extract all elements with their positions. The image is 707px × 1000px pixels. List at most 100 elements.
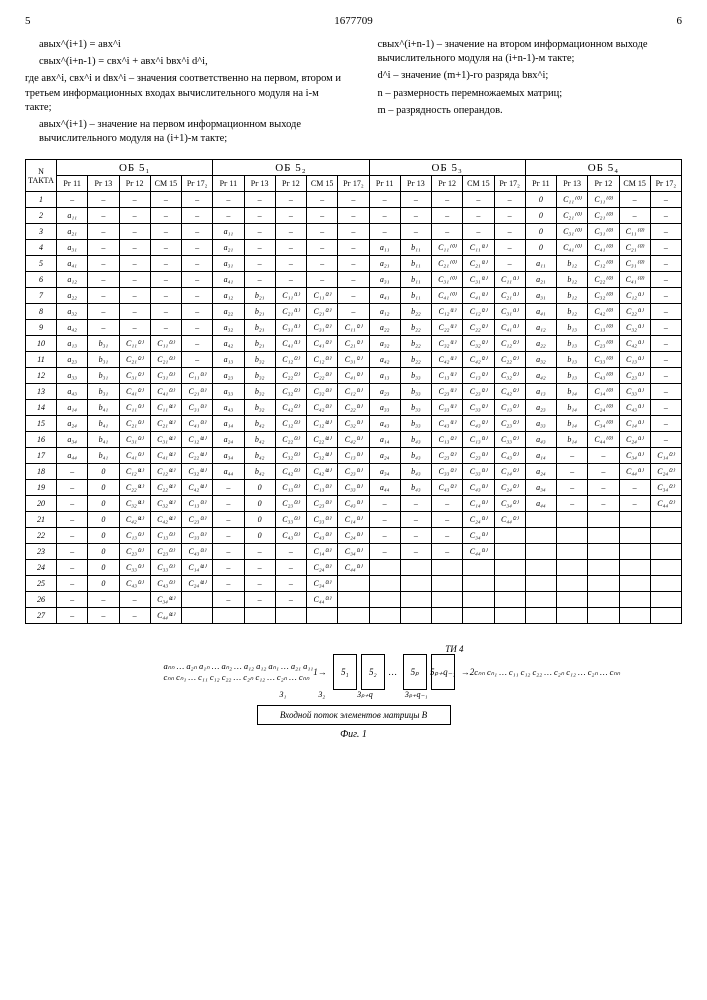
table-cell: C₁₄⁽¹⁾ — [619, 416, 650, 432]
table-cell: C₁₂⁽⁴⁾ — [182, 432, 213, 448]
table-cell: 16 — [26, 432, 57, 448]
table-cell: a₁₃ — [525, 384, 556, 400]
table-cell: C₃₄⁽³⁾ — [338, 544, 369, 560]
table-row: 9a₄₂––––a₃₂b₂₁C₃₁⁽¹⁾C₃₁⁽²⁾C₁₁⁽²⁾a₂₂b₂₂C₂… — [26, 320, 682, 336]
table-cell: – — [213, 480, 244, 496]
table-cell: – — [244, 240, 275, 256]
table-cell: C₂₃⁽³⁾ — [275, 496, 306, 512]
table-cell: C₃₂⁽³⁾ — [275, 448, 306, 464]
table-cell: – — [182, 272, 213, 288]
table-cell: – — [463, 208, 494, 224]
table-cell: C₃₄⁽²⁾ — [494, 496, 525, 512]
table-cell: C₃₁⁽⁴⁾ — [150, 432, 181, 448]
table-cell: C₂₃⁽³⁾ — [307, 496, 338, 512]
table-cell: C₂₂⁽³⁾ — [307, 368, 338, 384]
table-cell: C₂₃⁽³⁾ — [182, 512, 213, 528]
table-cell: C₂₁⁽²⁾ — [307, 304, 338, 320]
table-cell: a₄₃ — [213, 400, 244, 416]
table-cell: C₄₃⁽²⁾ — [494, 448, 525, 464]
table-cell: – — [400, 208, 431, 224]
table-cell: C₂₃⁽¹⁾ — [432, 384, 463, 400]
table-cell: a₃₁ — [525, 288, 556, 304]
table-row: 15a₂₄b₄₁C₂₁⁽³⁾C₂₁⁽⁴⁾C₄₁⁽³⁾a₁₄b₄₂C₁₂⁽³⁾C₁… — [26, 416, 682, 432]
table-cell: b₁₃ — [557, 336, 588, 352]
table-cell: C₂₁⁽⁰⁾ — [588, 208, 619, 224]
table-cell: C₄₄⁽³⁾ — [463, 544, 494, 560]
equation-2: cвых^(i+n-1) = cвх^i + aвх^i bвх^i d^i, — [25, 55, 344, 69]
table-cell: – — [432, 496, 463, 512]
table-row: 26–––C₃₄⁽⁴⁾–––C₄₄⁽³⁾ — [26, 592, 682, 608]
table-cell: – — [182, 336, 213, 352]
table-cell: 5 — [26, 256, 57, 272]
table-cell: C₁₂⁽⁴⁾ — [150, 464, 181, 480]
table-cell — [650, 560, 681, 576]
table-cell: – — [244, 592, 275, 608]
table-cell: b₁₄ — [557, 432, 588, 448]
subhead-cell: Рг 17₂ — [650, 176, 681, 192]
table-cell: C₄₂⁽⁴⁾ — [307, 464, 338, 480]
table-cell: – — [338, 192, 369, 208]
table-cell: b₃₂ — [244, 368, 275, 384]
table-cell: – — [88, 304, 119, 320]
table-cell: – — [400, 512, 431, 528]
table-cell: a₂₂ — [369, 320, 400, 336]
table-cell — [557, 608, 588, 624]
table-cell: a₄₂ — [213, 336, 244, 352]
table-cell: b₁₄ — [557, 384, 588, 400]
table-cell: C₂₄⁽⁰⁾ — [588, 400, 619, 416]
table-cell — [619, 528, 650, 544]
table-cell: – — [119, 192, 150, 208]
table-cell: – — [213, 544, 244, 560]
table-cell: a₂₃ — [369, 384, 400, 400]
sub-31: 3₁ — [280, 690, 287, 699]
table-cell: – — [88, 208, 119, 224]
table-cell: C₄₃⁽³⁾ — [182, 544, 213, 560]
table-cell: C₃₃⁽³⁾ — [275, 512, 306, 528]
table-cell: C₃₃⁽²⁾ — [432, 464, 463, 480]
table-cell: b₄₂ — [244, 464, 275, 480]
table-cell — [588, 528, 619, 544]
table-cell: – — [494, 240, 525, 256]
table-cell: C₄₂⁽¹⁾ — [619, 336, 650, 352]
table-cell — [432, 608, 463, 624]
table-cell: C₂₂⁽²⁾ — [463, 320, 494, 336]
table-cell — [588, 592, 619, 608]
table-cell: – — [650, 224, 681, 240]
table-cell: – — [57, 464, 88, 480]
table-cell: – — [119, 208, 150, 224]
subhead-cell: Рг 13 — [400, 176, 431, 192]
table-cell: – — [275, 224, 306, 240]
ti-label: ТИ — [445, 644, 457, 654]
grp-ob52: ОБ 5₂ — [213, 160, 369, 176]
table-cell — [557, 592, 588, 608]
table-cell: b₃₃ — [400, 384, 431, 400]
table-cell: b₁₂ — [557, 288, 588, 304]
table-cell: – — [650, 384, 681, 400]
table-cell: – — [650, 208, 681, 224]
table-cell: C₁₁⁽⁴⁾ — [150, 400, 181, 416]
table-cell — [494, 560, 525, 576]
table-cell: a₃₃ — [57, 368, 88, 384]
table-cell: C₄₃⁽¹⁾ — [432, 416, 463, 432]
subhead-cell: СМ 15 — [619, 176, 650, 192]
table-cell: – — [57, 512, 88, 528]
table-cell — [525, 608, 556, 624]
table-cell: C₄₄⁽⁴⁾ — [150, 608, 181, 624]
page-header: 5 1677709 6 — [25, 15, 682, 27]
table-cell: – — [88, 288, 119, 304]
subhead-cell: Рг 11 — [369, 176, 400, 192]
table-cell: C₄₃⁽¹⁾ — [619, 400, 650, 416]
box-51: 5₁ — [333, 654, 357, 690]
table-cell: a₃₄ — [525, 480, 556, 496]
table-cell: 0 — [88, 512, 119, 528]
table-cell: – — [400, 192, 431, 208]
table-cell: C₃₁⁽⁰⁾ — [588, 224, 619, 240]
table-cell: – — [275, 272, 306, 288]
table-cell: C₃₂⁽³⁾ — [338, 416, 369, 432]
table-cell — [338, 608, 369, 624]
table-cell: a₄₂ — [525, 368, 556, 384]
table-cell — [650, 528, 681, 544]
table-cell: C₃₂⁽²⁾ — [275, 384, 306, 400]
table-cell: – — [244, 224, 275, 240]
table-cell: C₁₁⁽³⁾ — [119, 400, 150, 416]
